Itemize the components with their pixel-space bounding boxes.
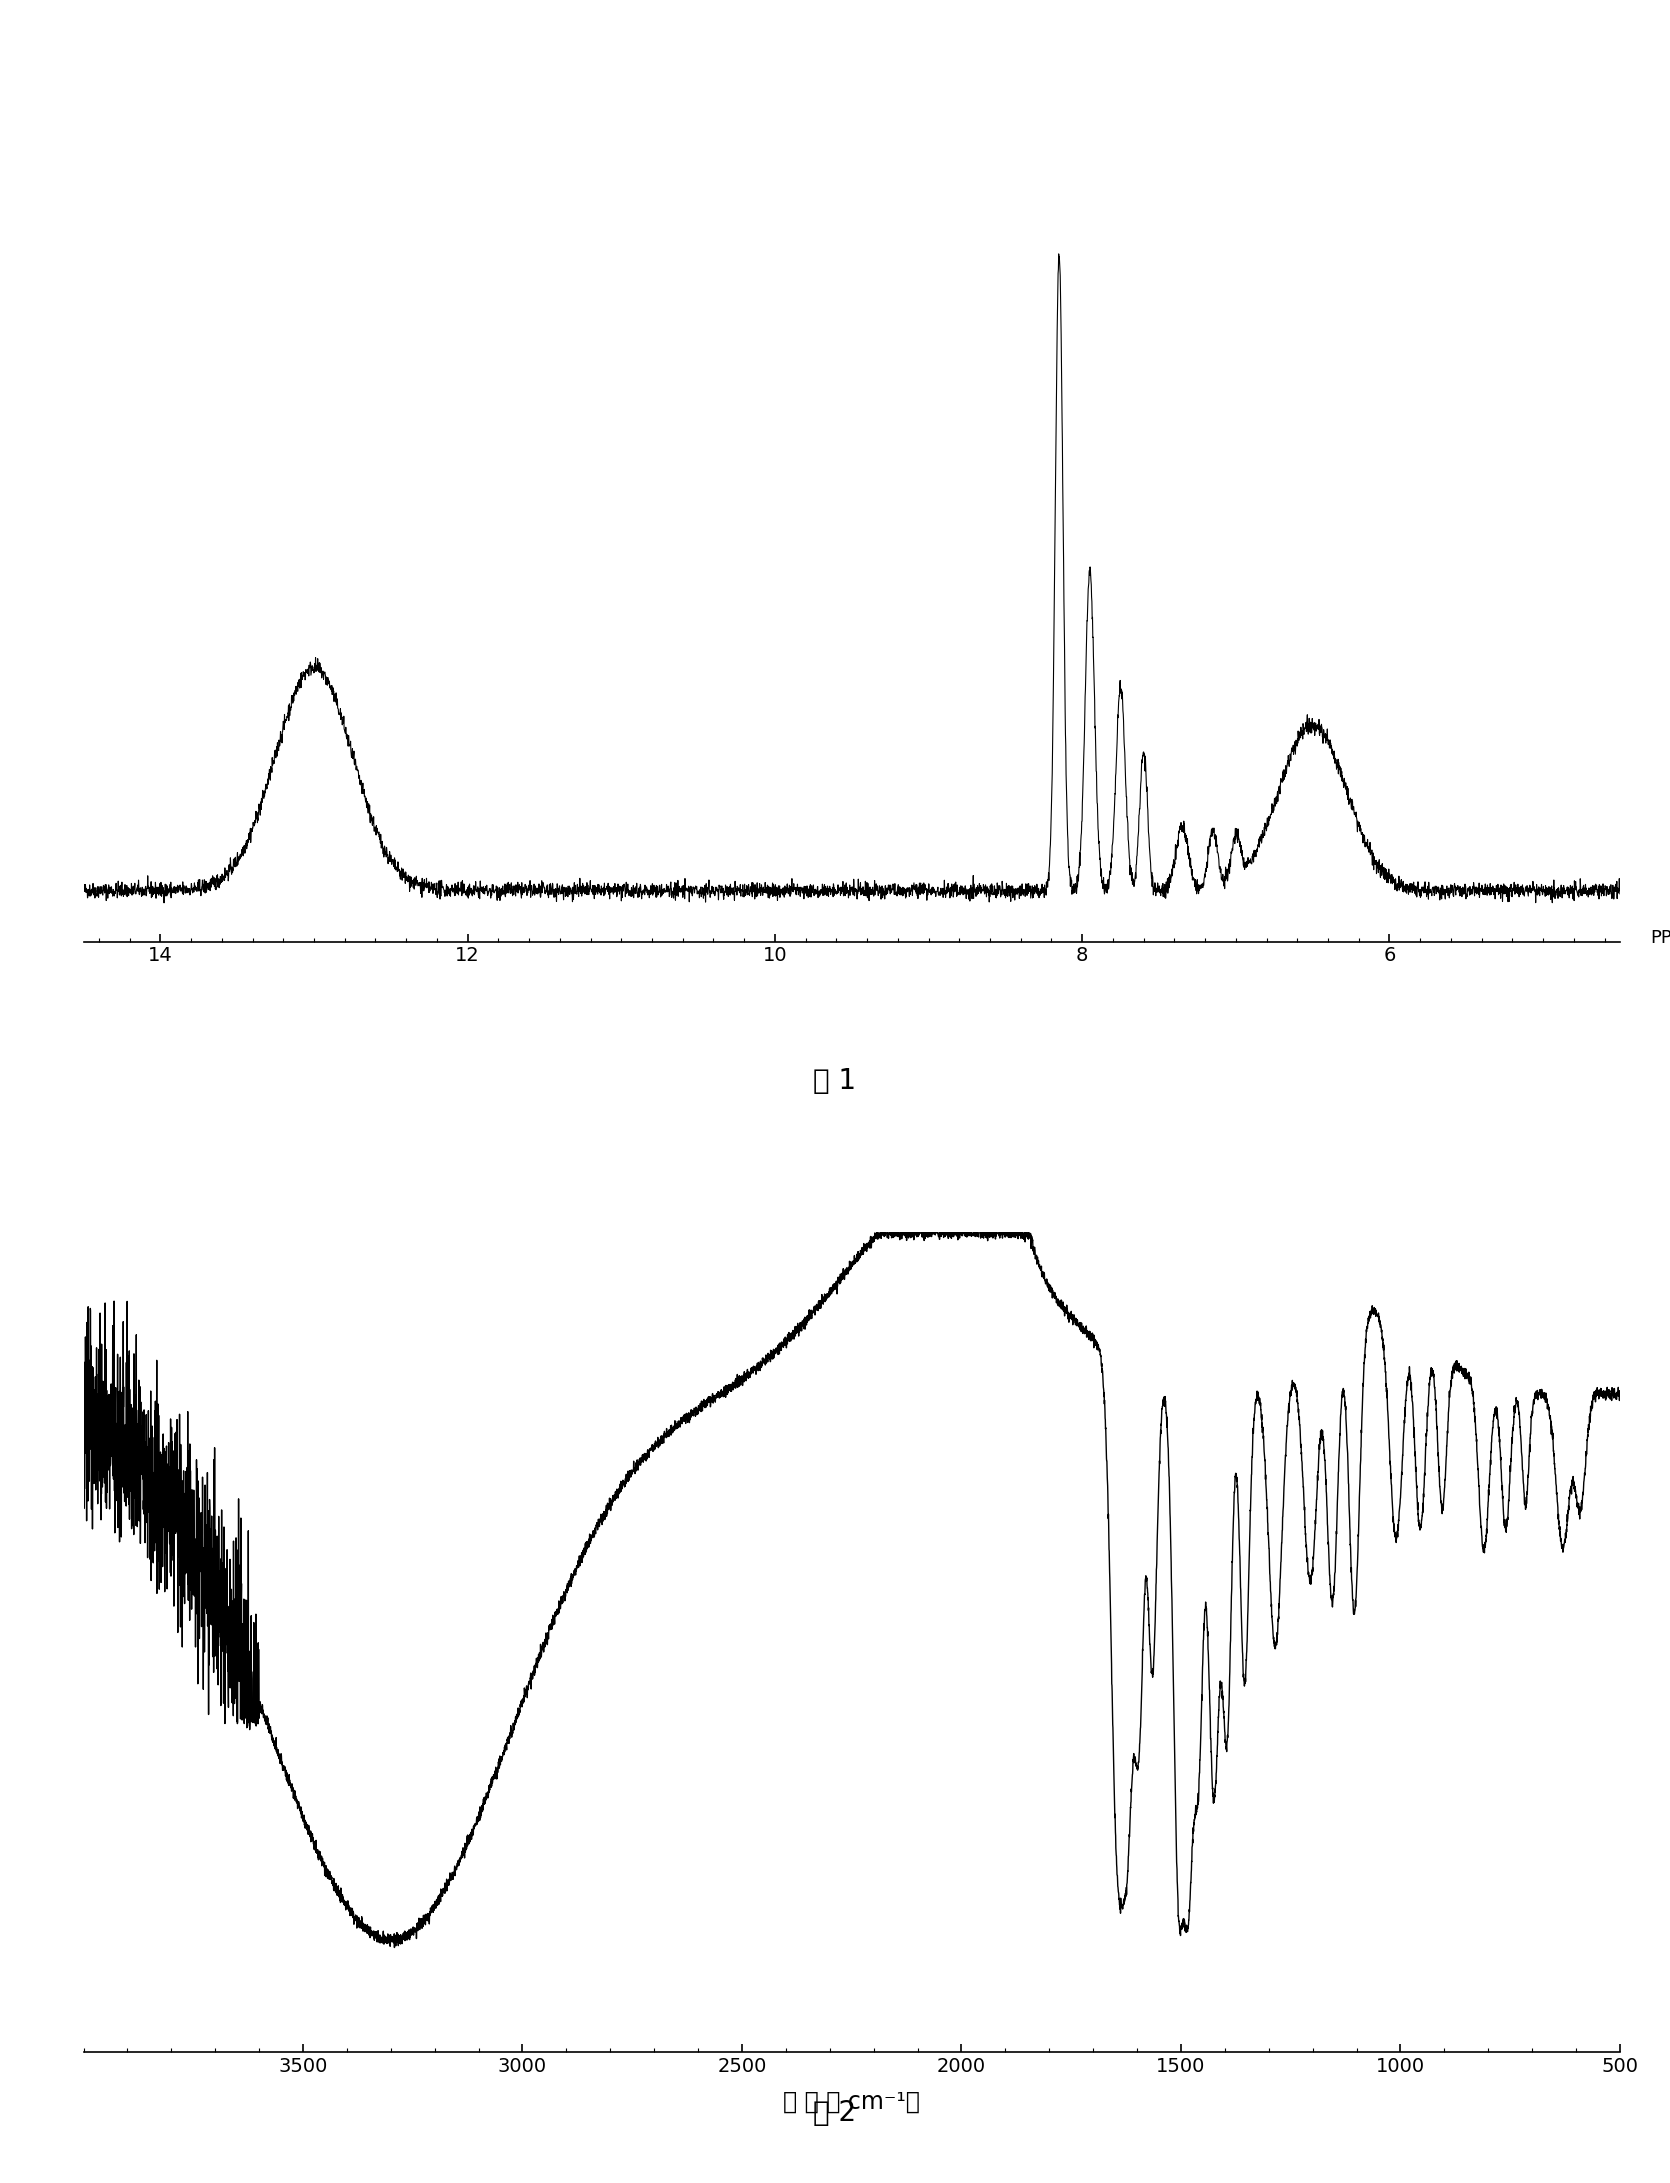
Text: PPM: PPM	[1650, 928, 1670, 947]
Text: 图 1: 图 1	[813, 1067, 857, 1094]
X-axis label: 波 数 （ cm⁻¹）: 波 数 （ cm⁻¹）	[783, 2089, 920, 2113]
Text: 图 2: 图 2	[813, 2100, 857, 2126]
